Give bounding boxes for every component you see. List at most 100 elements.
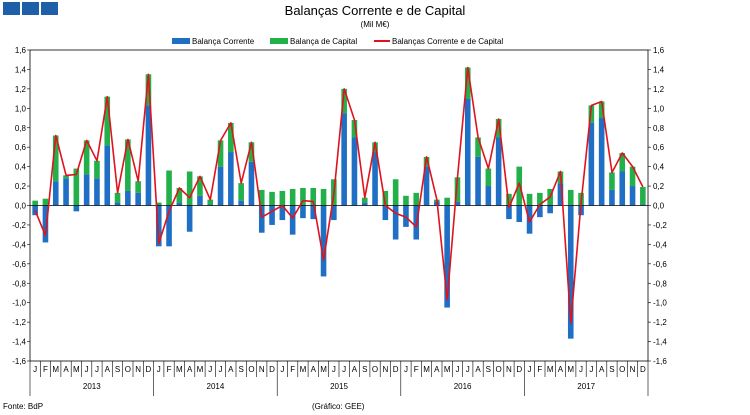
month-label: M <box>300 365 307 374</box>
bar-balanca-corrente <box>135 192 141 206</box>
y-tick-label-left: 0,0 <box>15 202 27 211</box>
bar-balanca-capital <box>341 88 347 114</box>
month-label: M <box>176 365 183 374</box>
bar-balanca-corrente <box>32 205 38 216</box>
bar-balanca-corrente <box>300 205 306 219</box>
month-label: O <box>619 365 625 374</box>
month-label: J <box>589 365 593 374</box>
bar-balanca-corrente <box>516 205 523 223</box>
bar-balanca-capital <box>485 168 492 187</box>
month-label: N <box>630 365 636 374</box>
bar-balanca-capital <box>300 188 306 206</box>
bar-balanca-capital <box>42 198 49 206</box>
y-tick-label-right: 1,6 <box>653 46 665 55</box>
bar-balanca-corrente <box>557 183 564 206</box>
month-label: D <box>393 365 399 374</box>
bar-balanca-capital <box>351 119 358 138</box>
y-tick-label-left: -0,8 <box>12 279 26 288</box>
y-tick-label-right: -1,6 <box>653 357 667 366</box>
bar-balanca-capital <box>310 188 317 206</box>
month-label: O <box>125 365 131 374</box>
bar-balanca-corrente <box>454 201 461 206</box>
bar-balanca-corrente <box>83 174 90 206</box>
bar-balanca-corrente <box>547 205 553 214</box>
month-label: A <box>558 365 564 374</box>
y-tick-label-right: -0,4 <box>653 240 667 249</box>
bar-balanca-corrente <box>197 195 203 206</box>
bar-balanca-corrente <box>94 178 100 206</box>
month-label: N <box>259 365 265 374</box>
month-label: M <box>52 365 59 374</box>
bar-balanca-corrente <box>464 98 471 206</box>
chart-subtitle: (Mil M€) <box>360 20 390 29</box>
y-tick-label-left: 0,8 <box>15 124 27 133</box>
month-label: O <box>496 365 502 374</box>
month-label: D <box>516 365 522 374</box>
bar-balanca-corrente <box>42 205 49 243</box>
y-tick-label-right: -1,0 <box>653 299 667 308</box>
year-label: 2015 <box>330 382 348 391</box>
bar-balanca-capital <box>403 195 409 206</box>
month-label: M <box>444 365 451 374</box>
month-label: J <box>280 365 284 374</box>
bar-balanca-corrente <box>310 205 317 220</box>
month-label: M <box>567 365 574 374</box>
bar-balanca-capital <box>83 140 90 175</box>
bar-balanca-corrente <box>351 137 358 206</box>
bar-balanca-capital <box>135 181 141 193</box>
bar-balanca-capital <box>640 187 646 205</box>
y-tick-label-right: 0,4 <box>653 163 665 172</box>
bar-balanca-capital <box>567 189 574 206</box>
legend-balanca-capital-label: Balança de Capital <box>290 37 357 46</box>
bar-balanca-corrente <box>423 166 430 206</box>
month-label: M <box>320 365 327 374</box>
bar-balanca-capital <box>619 153 626 172</box>
bar-balanca-capital <box>73 168 80 206</box>
bar-balanca-corrente <box>567 205 574 339</box>
bar-balanca-capital <box>320 188 327 206</box>
bar-balanca-capital <box>629 166 636 187</box>
bar-balanca-corrente <box>269 205 275 225</box>
bar-balanca-capital <box>186 171 193 206</box>
y-tick-label-right: -0,6 <box>653 260 667 269</box>
month-label: M <box>423 365 430 374</box>
bar-balanca-capital <box>372 142 378 153</box>
bar-balanca-capital <box>279 190 286 206</box>
y-tick-label-left: -0,6 <box>12 260 26 269</box>
bar-balanca-capital <box>155 202 162 206</box>
month-label: F <box>43 365 48 374</box>
month-label: N <box>135 365 141 374</box>
bar-balanca-corrente <box>207 204 214 206</box>
y-tick-label-left: 1,6 <box>15 46 27 55</box>
bar-balanca-corrente <box>228 152 234 206</box>
month-label: A <box>105 365 111 374</box>
month-label: J <box>332 365 336 374</box>
month-label: M <box>547 365 554 374</box>
bar-balanca-capital <box>289 188 296 206</box>
y-tick-label-left: 1,2 <box>15 85 27 94</box>
bar-balanca-capital <box>238 183 244 201</box>
month-label: F <box>167 365 172 374</box>
bar-balanca-capital <box>444 197 450 206</box>
bar-balanca-capital <box>475 137 481 157</box>
bar-balanca-corrente <box>155 205 162 247</box>
bar-balanca-corrente <box>629 186 636 206</box>
y-tick-label-left: -1,0 <box>12 299 26 308</box>
bar-balanca-capital <box>454 177 461 202</box>
month-label: J <box>342 365 346 374</box>
month-label: A <box>352 365 358 374</box>
month-label: S <box>238 365 243 374</box>
month-label: J <box>455 365 459 374</box>
bar-balanca-capital <box>114 192 121 203</box>
year-label: 2016 <box>454 382 472 391</box>
bar-balanca-capital <box>197 176 203 196</box>
bar-balanca-capital <box>248 142 255 162</box>
y-tick-label-left: 0,6 <box>15 143 27 152</box>
bar-balanca-capital <box>52 135 59 182</box>
y-tick-label-right: 1,2 <box>653 85 665 94</box>
bar-balanca-corrente <box>104 145 111 206</box>
bar-balanca-capital <box>506 193 512 206</box>
bar-balanca-capital <box>495 119 502 138</box>
bar-balanca-capital <box>464 67 471 99</box>
bar-balanca-corrente <box>258 205 265 233</box>
